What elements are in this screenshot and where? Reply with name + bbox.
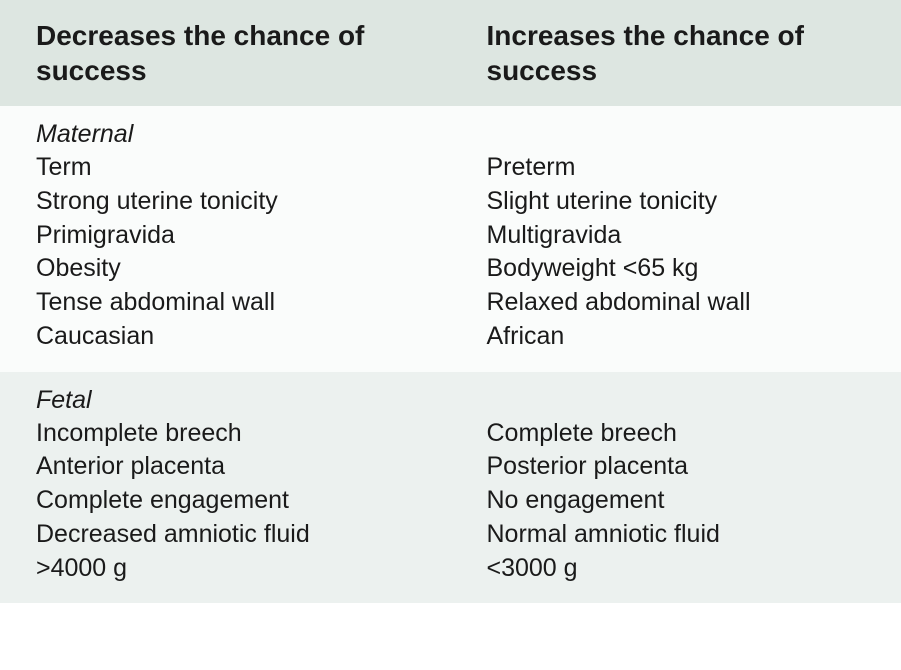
list-item: Complete engagement (36, 484, 423, 518)
list-item: <3000 g (487, 552, 874, 586)
header-cell-right: Increases the chance of success (451, 18, 901, 88)
list-item: Preterm (487, 151, 874, 185)
category-spacer (487, 386, 874, 415)
item-list-left: TermStrong uterine tonicityPrimigravidaO… (36, 151, 423, 354)
factors-table: Decreases the chance of success Increase… (0, 0, 901, 670)
category-label: Fetal (36, 386, 423, 415)
section-maternal-right: PretermSlight uterine tonicityMultigravi… (451, 106, 901, 372)
section-fetal-left: Fetal Incomplete breechAnterior placenta… (0, 372, 451, 604)
list-item: Normal amniotic fluid (487, 518, 874, 552)
item-list-right: Complete breechPosterior placentaNo enga… (487, 417, 874, 586)
header-text-right: Increases the chance of success (487, 18, 874, 88)
list-item: Slight uterine tonicity (487, 185, 874, 219)
list-item: Tense abdominal wall (36, 286, 423, 320)
section-fetal-right: Complete breechPosterior placentaNo enga… (451, 372, 901, 604)
list-item: Decreased amniotic fluid (36, 518, 423, 552)
list-item: No engagement (487, 484, 874, 518)
list-item: Strong uterine tonicity (36, 185, 423, 219)
section-maternal-left: Maternal TermStrong uterine tonicityPrim… (0, 106, 451, 372)
list-item: Relaxed abdominal wall (487, 286, 874, 320)
list-item: Obesity (36, 252, 423, 286)
item-list-right: PretermSlight uterine tonicityMultigravi… (487, 151, 874, 354)
category-spacer (487, 120, 874, 149)
item-list-left: Incomplete breechAnterior placentaComple… (36, 417, 423, 586)
list-item: Term (36, 151, 423, 185)
list-item: Bodyweight <65 kg (487, 252, 874, 286)
list-item: Multigravida (487, 219, 874, 253)
list-item: African (487, 320, 874, 354)
list-item: Complete breech (487, 417, 874, 451)
table-header-row: Decreases the chance of success Increase… (0, 0, 901, 106)
header-cell-left: Decreases the chance of success (0, 18, 451, 88)
header-text-left: Decreases the chance of success (36, 18, 423, 88)
list-item: Anterior placenta (36, 450, 423, 484)
list-item: Caucasian (36, 320, 423, 354)
section-fetal: Fetal Incomplete breechAnterior placenta… (0, 372, 901, 604)
category-label: Maternal (36, 120, 423, 149)
list-item: Incomplete breech (36, 417, 423, 451)
list-item: >4000 g (36, 552, 423, 586)
section-maternal: Maternal TermStrong uterine tonicityPrim… (0, 106, 901, 372)
list-item: Posterior placenta (487, 450, 874, 484)
list-item: Primigravida (36, 219, 423, 253)
